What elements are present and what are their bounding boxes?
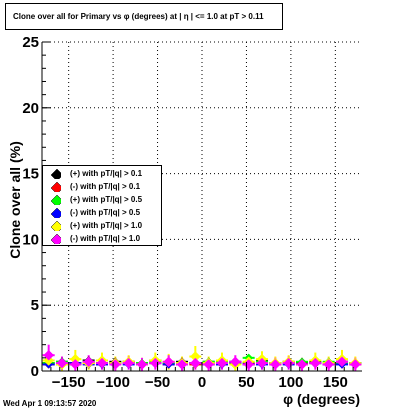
legend-marker bbox=[51, 182, 61, 192]
data-point bbox=[216, 357, 228, 369]
x-tick-label: 50 bbox=[238, 374, 255, 391]
data-point bbox=[189, 357, 201, 369]
y-tick-label: 20 bbox=[22, 100, 39, 117]
legend-marker bbox=[51, 234, 61, 244]
chart-title: Clone over all for Primary vs φ (degrees… bbox=[13, 12, 264, 21]
x-tick-label: 150 bbox=[323, 374, 348, 391]
x-axis-title: φ (degrees) bbox=[283, 391, 360, 407]
data-point bbox=[176, 359, 188, 370]
data-point bbox=[123, 357, 135, 369]
legend-marker-shape bbox=[51, 169, 61, 179]
data-markers bbox=[43, 349, 361, 370]
legend-label: (-) with pT/|q| > 0.1 bbox=[70, 182, 141, 191]
legend-label: (+) with pT/|q| > 0.5 bbox=[70, 195, 143, 204]
y-tick-label: 10 bbox=[22, 231, 39, 248]
x-tick-label: 100 bbox=[278, 374, 303, 391]
axes: −150 −100 −50 0 50 100 150 0 5 10 15 20 25 bbox=[22, 34, 362, 391]
x-tick-label: −100 bbox=[96, 374, 130, 391]
data-point bbox=[203, 359, 215, 370]
y-tick-label: 25 bbox=[22, 34, 39, 51]
legend-entry: (+) with pT/|q| > 0.1 bbox=[43, 167, 161, 181]
y-tick-label: 5 bbox=[31, 297, 39, 314]
y-tick-label: 15 bbox=[22, 166, 39, 183]
data-point bbox=[43, 349, 55, 361]
legend-label: (-) with pT/|q| > 1.0 bbox=[70, 234, 141, 243]
x-tick-label: −50 bbox=[145, 374, 170, 391]
y-axis-title: Clone over all (%) bbox=[7, 141, 23, 258]
data-point bbox=[109, 359, 121, 370]
data-point bbox=[296, 359, 308, 370]
legend-label: (+) with pT/|q| > 1.0 bbox=[70, 221, 143, 230]
data-point bbox=[96, 357, 108, 369]
legend-marker-shape bbox=[51, 234, 61, 244]
data-point bbox=[56, 357, 68, 369]
timestamp: Wed Apr 1 09:13:57 2020 bbox=[3, 399, 97, 408]
legend-entry: (-) with pT/|q| > 0.5 bbox=[43, 206, 161, 220]
data-point bbox=[163, 356, 175, 368]
legend-marker-shape bbox=[51, 221, 61, 231]
data-point bbox=[309, 357, 321, 369]
data-point bbox=[136, 359, 148, 370]
legend-marker-shape bbox=[51, 195, 61, 205]
data-point bbox=[83, 356, 95, 368]
legend-marker bbox=[51, 169, 61, 179]
data-point bbox=[323, 359, 335, 370]
data-point bbox=[349, 359, 361, 370]
legend-marker-shape bbox=[51, 208, 61, 218]
legend-marker bbox=[51, 195, 61, 205]
data-point bbox=[229, 356, 241, 368]
data-point bbox=[283, 357, 295, 369]
legend: (+) with pT/|q| > 0.1 (-) with pT/|q| > 0… bbox=[42, 165, 162, 246]
legend-entry: (-) with pT/|q| > 1.0 bbox=[43, 232, 161, 246]
legend-marker-shape bbox=[51, 182, 61, 192]
legend-entry: (+) with pT/|q| > 1.0 bbox=[43, 219, 161, 233]
legend-label: (-) with pT/|q| > 0.5 bbox=[70, 208, 141, 217]
data-point bbox=[336, 356, 348, 368]
data-point bbox=[69, 359, 81, 370]
legend-marker bbox=[51, 221, 61, 231]
legend-entry: (+) with pT/|q| > 0.5 bbox=[43, 193, 161, 207]
legend-marker bbox=[51, 208, 61, 218]
x-tick-label: 0 bbox=[198, 374, 206, 391]
legend-entry: (-) with pT/|q| > 0.1 bbox=[43, 180, 161, 194]
legend-label: (+) with pT/|q| > 0.1 bbox=[70, 169, 143, 178]
y-tick-label: 0 bbox=[31, 363, 39, 380]
data-point bbox=[269, 359, 281, 370]
chart-title-box: Clone over all for Primary vs φ (degrees… bbox=[5, 3, 283, 30]
x-tick-label: −150 bbox=[52, 374, 86, 391]
data-point bbox=[256, 357, 268, 369]
